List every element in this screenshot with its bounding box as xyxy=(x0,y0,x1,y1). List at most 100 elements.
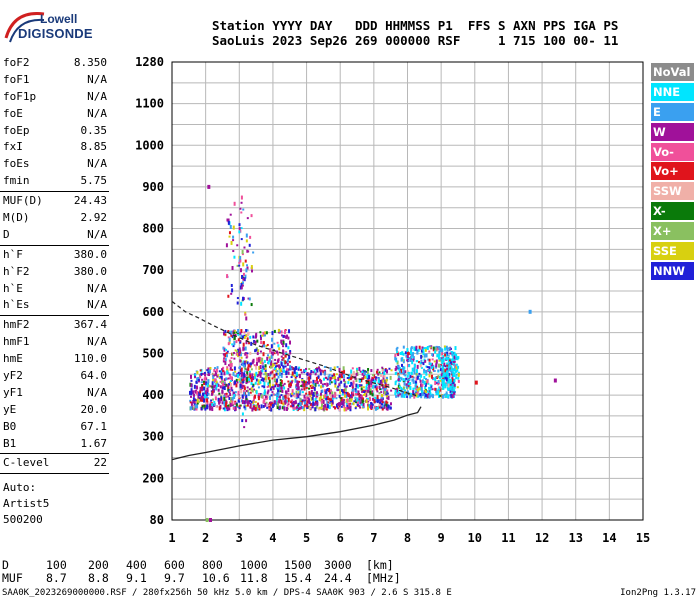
echo-point xyxy=(228,373,231,376)
echo-point xyxy=(450,390,453,393)
echo-point xyxy=(424,386,427,390)
echo-point xyxy=(377,379,380,384)
echo-point xyxy=(260,370,263,375)
echo-point xyxy=(297,395,300,399)
echo-point xyxy=(408,356,411,359)
echo-point xyxy=(245,419,248,423)
echo-point xyxy=(395,357,398,362)
echo-point xyxy=(250,265,253,270)
echo-point xyxy=(381,401,384,404)
echo-point xyxy=(297,404,300,407)
echo-point xyxy=(250,214,253,218)
echo-point xyxy=(305,397,308,401)
echo-point xyxy=(334,392,337,397)
param-row: yF1 N/A xyxy=(0,385,112,402)
echo-point xyxy=(341,393,344,396)
echo-point xyxy=(309,384,312,387)
echo-point xyxy=(226,368,229,372)
echo-point xyxy=(343,378,346,382)
echo-point xyxy=(210,405,213,410)
echo-point xyxy=(249,351,252,355)
echo-point xyxy=(452,381,455,385)
auto-version: 500200 xyxy=(3,513,43,526)
echo-point xyxy=(232,406,235,410)
echo-point xyxy=(338,407,341,412)
echo-point xyxy=(271,363,274,368)
echo-point xyxy=(282,340,285,345)
header-line2: SaoLuis 2023 Sep26 269 000000 RSF 1 715 … xyxy=(212,33,619,48)
echo-point xyxy=(261,361,264,365)
echo-point xyxy=(357,384,360,389)
param-separator xyxy=(0,315,109,317)
echo-point xyxy=(416,364,419,369)
echo-point xyxy=(367,400,370,403)
echo-point xyxy=(206,369,209,372)
echo-point xyxy=(290,393,293,398)
echo-point xyxy=(419,393,422,397)
echo-point xyxy=(370,380,373,385)
echo-point xyxy=(408,392,411,395)
echo-point xyxy=(424,390,427,393)
logo-line2: DIGISONDE xyxy=(18,26,93,41)
echo-point xyxy=(407,371,410,374)
echo-point xyxy=(400,363,403,367)
echo-point xyxy=(449,367,452,372)
echo-point xyxy=(227,218,230,223)
echo-point xyxy=(287,368,290,372)
echo-point xyxy=(367,381,370,385)
echo-point xyxy=(239,365,242,369)
echo-point xyxy=(352,372,355,376)
echo-point xyxy=(360,378,363,383)
echo-point xyxy=(221,368,224,373)
x-tick-label: 5 xyxy=(303,531,310,545)
echo-point xyxy=(229,365,232,370)
param-value: N/A xyxy=(87,385,107,399)
echo-point xyxy=(451,378,454,383)
echo-point xyxy=(302,382,305,385)
echo-point xyxy=(246,368,249,371)
legend-item-x: X+ xyxy=(651,222,694,241)
echo-point xyxy=(190,393,193,396)
d-label: D xyxy=(2,558,9,572)
echo-point xyxy=(401,393,404,398)
param-value: 0.35 xyxy=(80,123,108,137)
echo-point xyxy=(287,358,290,363)
echo-point xyxy=(434,350,437,354)
echo-point xyxy=(251,389,254,393)
echo-point xyxy=(224,353,227,358)
echo-point xyxy=(362,397,365,401)
echo-point xyxy=(400,371,403,374)
echo-point xyxy=(262,331,265,336)
echo-point xyxy=(445,353,448,357)
echo-point xyxy=(248,388,251,391)
echo-point xyxy=(343,374,346,379)
echo-point xyxy=(360,387,363,391)
echo-point xyxy=(335,403,338,408)
echo-point xyxy=(438,359,441,362)
y-tick-label: 80 xyxy=(150,513,164,527)
echo-point xyxy=(208,369,211,374)
echo-point xyxy=(259,337,262,341)
echo-point xyxy=(193,403,196,407)
echo-point xyxy=(444,365,447,368)
echo-point xyxy=(245,360,248,364)
echo-point xyxy=(311,396,314,400)
echo-point xyxy=(351,367,354,370)
echo-point xyxy=(226,350,229,353)
echo-point xyxy=(424,359,427,363)
echo-point xyxy=(347,381,350,385)
echo-point xyxy=(385,400,388,405)
echo-point xyxy=(224,402,227,405)
param-value: 5.75 xyxy=(80,174,108,188)
echo-point xyxy=(412,376,415,379)
echo-point xyxy=(276,405,279,410)
echo-point xyxy=(417,348,420,352)
echo-point xyxy=(420,390,423,393)
echo-point xyxy=(329,394,332,399)
echo-point xyxy=(255,371,258,376)
echo-point xyxy=(434,376,437,379)
d-value: 600 xyxy=(164,558,185,572)
echo-point xyxy=(241,412,244,416)
echo-point xyxy=(375,387,378,391)
x-tick-label: 3 xyxy=(236,531,243,545)
